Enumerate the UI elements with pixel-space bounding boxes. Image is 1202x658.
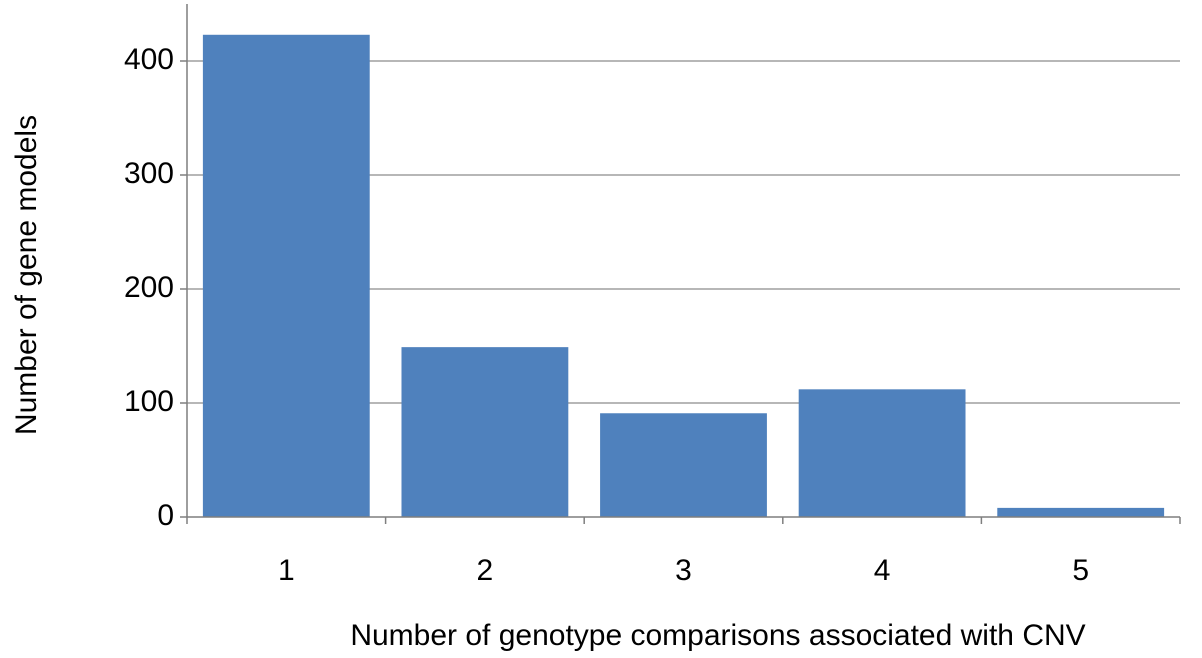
x-axis-label: Number of genotype comparisons associate… bbox=[350, 619, 1085, 652]
bar bbox=[600, 413, 767, 517]
bar bbox=[202, 34, 370, 517]
x-tick-label: 4 bbox=[874, 554, 891, 587]
y-tick-label: 300 bbox=[124, 157, 174, 190]
y-tick-label: 0 bbox=[157, 499, 174, 532]
x-tick-label: 2 bbox=[477, 554, 494, 587]
bar bbox=[997, 507, 1165, 517]
x-tick-label: 5 bbox=[1072, 554, 1089, 587]
y-tick-label: 200 bbox=[124, 271, 174, 304]
bar bbox=[401, 347, 569, 517]
x-tick-label: 3 bbox=[675, 554, 692, 587]
x-tick-label: 1 bbox=[278, 554, 295, 587]
bar bbox=[798, 389, 966, 517]
y-tick-label: 400 bbox=[124, 43, 174, 76]
y-tick-label: 100 bbox=[124, 385, 174, 418]
y-axis-label: Number of gene models bbox=[10, 115, 43, 435]
